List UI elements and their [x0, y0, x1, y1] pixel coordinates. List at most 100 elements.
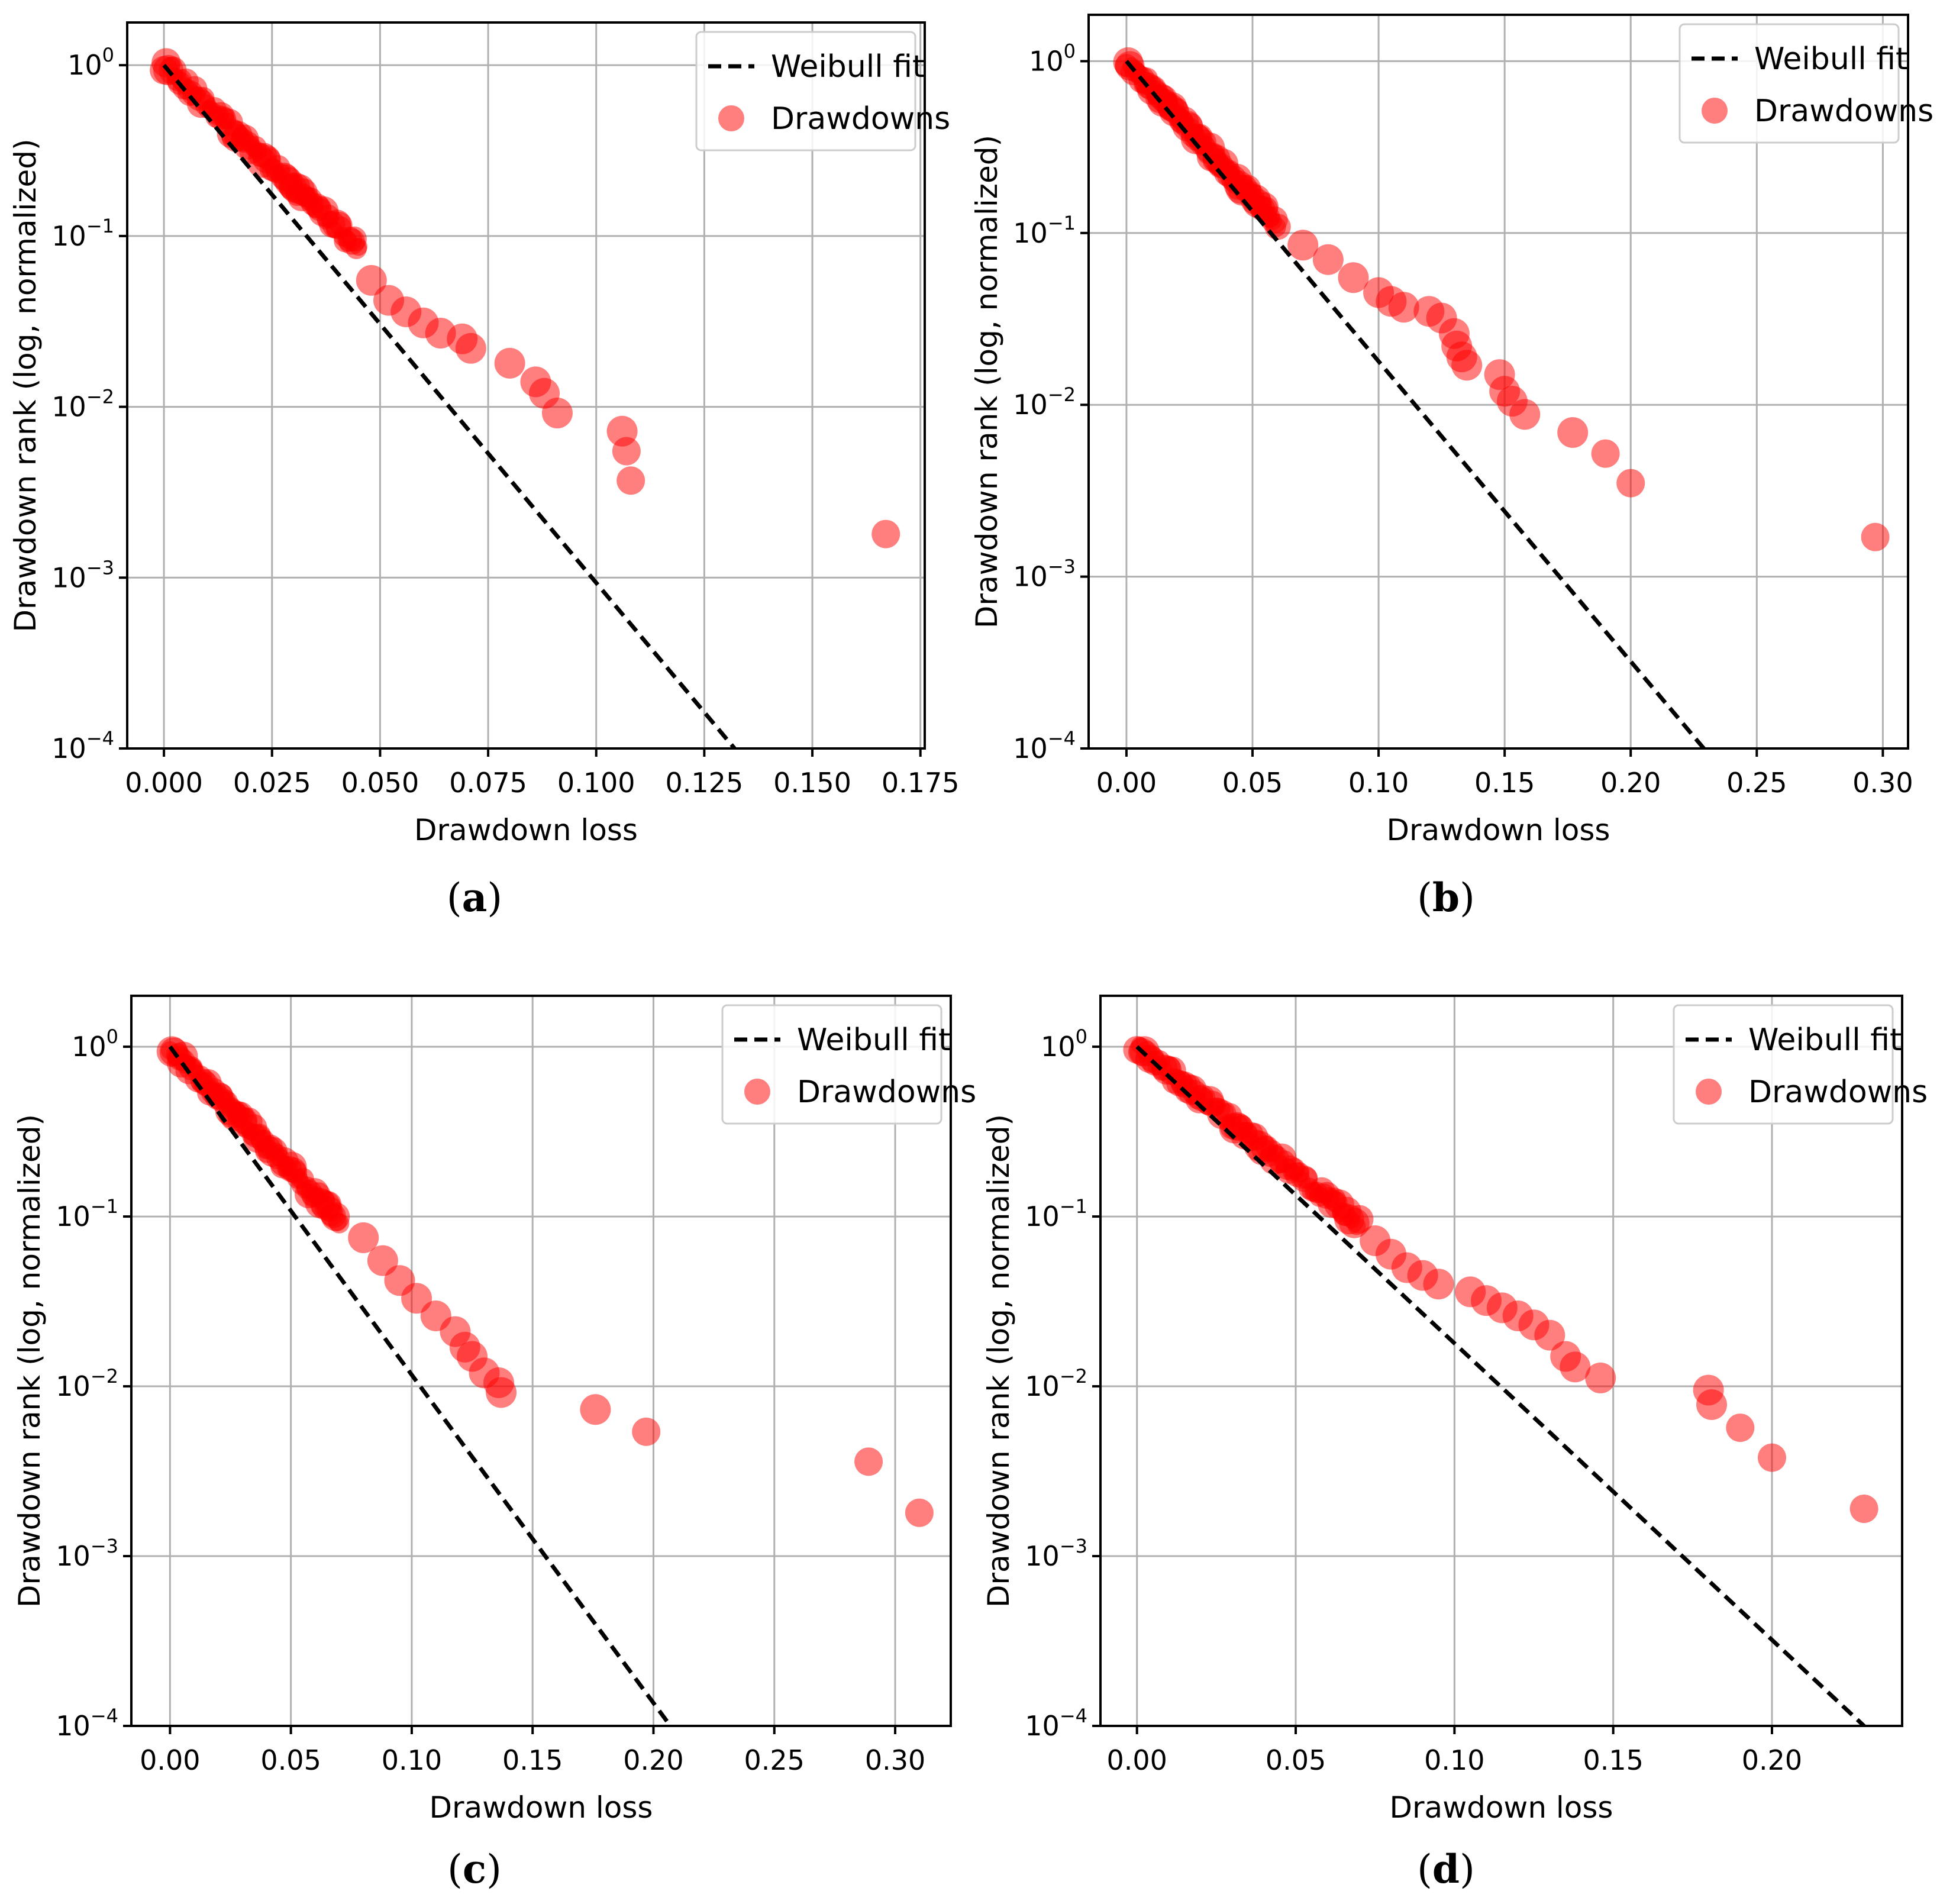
legend-drawdowns-label: Drawdowns	[771, 101, 950, 137]
x-tick-label: 0.100	[557, 767, 635, 799]
y-tick-label: 10−1	[51, 215, 114, 252]
y-axis-label: Drawdown rank (log, normalized)	[12, 1114, 47, 1608]
x-tick-label: 0.050	[341, 767, 419, 799]
x-tick-label: 0.20	[623, 1744, 683, 1776]
legend-box	[695, 31, 916, 151]
plot-frame	[1099, 995, 1903, 1727]
panel-label: (b)	[1417, 874, 1475, 921]
y-tick-label: 10−4	[1025, 1705, 1087, 1742]
drawdown-point	[1585, 1362, 1616, 1393]
x-tick-label: 0.05	[1266, 1744, 1326, 1776]
plot-frame	[130, 995, 952, 1727]
panel-label: (c)	[447, 1846, 502, 1892]
x-tick-label: 0.025	[233, 767, 311, 799]
drawdown-point	[1757, 1443, 1786, 1472]
drawdown-point	[1560, 1351, 1591, 1383]
y-tick-label: 10−4	[56, 1705, 118, 1742]
legend-fit-label: Weibull fit	[771, 49, 924, 85]
drawdown-point	[348, 1222, 379, 1253]
weibull-fit-line	[1135, 1045, 1865, 1726]
legend-drawdowns-swatch	[1702, 98, 1728, 124]
drawdown-point	[871, 519, 900, 548]
x-tick-label: 0.075	[449, 767, 527, 799]
y-tick-label: 10−3	[56, 1535, 118, 1572]
y-tick-label: 10−2	[1025, 1365, 1087, 1402]
plot-frame	[126, 21, 926, 750]
x-tick-label: 0.20	[1600, 767, 1661, 799]
x-tick-label: 0.25	[1726, 767, 1787, 799]
x-tick-label: 0.000	[125, 767, 203, 799]
drawdown-point	[1849, 1495, 1878, 1524]
panel-label: (d)	[1417, 1846, 1475, 1892]
drawdown-point	[494, 347, 525, 379]
panel-d: 0.00 0.05 0.10 0.15 0.20 100 10−1 10−2 10−3 10−4 D…	[982, 995, 1928, 1892]
drawdown-point	[1509, 399, 1541, 430]
legend-box	[721, 1004, 942, 1125]
panel-b: 0.00 0.05 0.10 0.15 0.20 0.25 0.30 100 10−1 10−2 1…	[970, 14, 1933, 921]
legend-drawdowns-swatch	[1696, 1079, 1722, 1105]
y-tick-label: 10−3	[1025, 1535, 1087, 1572]
x-tick-label: 0.10	[1348, 767, 1409, 799]
y-tick-label: 10−2	[51, 386, 114, 423]
y-axis-label: Drawdown rank (log, normalized)	[970, 135, 1004, 628]
x-tick-label: 0.05	[260, 1744, 321, 1776]
y-tick-label: 10−2	[1013, 383, 1076, 421]
y-tick-label: 10−4	[51, 727, 114, 764]
y-tick-label: 10−4	[1013, 727, 1076, 764]
drawdown-point	[1557, 417, 1589, 448]
legend-drawdowns-label: Drawdowns	[1754, 93, 1933, 129]
drawdown-point	[1534, 1319, 1565, 1351]
drawdown-point	[356, 264, 387, 296]
drawdown-point	[1423, 1269, 1454, 1300]
x-tick-label: 0.00	[140, 1744, 200, 1776]
y-tick-label: 100	[1041, 1025, 1087, 1063]
drawdown-point	[1287, 230, 1319, 261]
legend-drawdowns-swatch	[718, 105, 744, 131]
weibull-fit-line	[162, 63, 737, 748]
drawdown-point	[349, 237, 368, 256]
x-tick-label: 0.30	[1852, 767, 1913, 799]
drawdown-point	[854, 1447, 883, 1476]
plot-frame	[1087, 14, 1909, 750]
drawdown-point	[1726, 1414, 1755, 1442]
drawdown-point	[905, 1498, 934, 1527]
drawdown-point	[616, 466, 645, 495]
x-axis-label: Drawdown loss	[414, 813, 638, 847]
drawdowns-series	[1123, 1036, 1878, 1524]
panel-label: (a)	[447, 874, 502, 921]
x-tick-label: 0.25	[744, 1744, 805, 1776]
legend-fit-label: Weibull fit	[797, 1022, 950, 1058]
y-axis-label: Drawdown rank (log, normalized)	[982, 1114, 1016, 1608]
legend: Weibull fit Drawdowns	[1678, 23, 1933, 144]
weibull-fit-line	[1125, 60, 1706, 748]
y-tick-label: 100	[1029, 40, 1076, 77]
drawdown-point	[1591, 439, 1620, 468]
legend-drawdowns-swatch	[744, 1079, 770, 1105]
drawdown-point	[1264, 214, 1291, 240]
legend-drawdowns-label: Drawdowns	[1748, 1074, 1928, 1110]
drawdown-point	[486, 1377, 517, 1408]
x-tick-label: 0.15	[502, 1744, 563, 1776]
panel-a: 0.000 0.025 0.050 0.075 0.100 0.125 0.150 0.175…	[8, 21, 960, 921]
x-tick-label: 0.20	[1742, 1744, 1802, 1776]
y-tick-label: 100	[72, 1025, 118, 1063]
x-tick-label: 0.10	[382, 1744, 442, 1776]
x-axis-label: Drawdown loss	[1390, 1790, 1613, 1825]
legend: Weibull fit Drawdowns	[721, 1004, 976, 1125]
drawdown-point	[1696, 1389, 1728, 1421]
drawdown-point	[329, 1213, 350, 1234]
legend: Weibull fit Drawdowns	[695, 31, 950, 151]
y-tick-label: 100	[67, 44, 114, 81]
x-tick-label: 0.05	[1222, 767, 1283, 799]
y-tick-label: 10−1	[1025, 1195, 1087, 1232]
legend-drawdowns-label: Drawdowns	[797, 1074, 976, 1110]
drawdown-point	[612, 437, 641, 466]
legend-fit-label: Weibull fit	[1748, 1022, 1902, 1058]
drawdown-point	[455, 333, 486, 364]
y-tick-label: 10−1	[1013, 212, 1076, 249]
legend-box	[1678, 23, 1900, 144]
x-tick-label: 0.175	[882, 767, 960, 799]
y-tick-label: 10−3	[51, 556, 114, 593]
legend: Weibull fit Drawdowns	[1673, 1004, 1928, 1125]
